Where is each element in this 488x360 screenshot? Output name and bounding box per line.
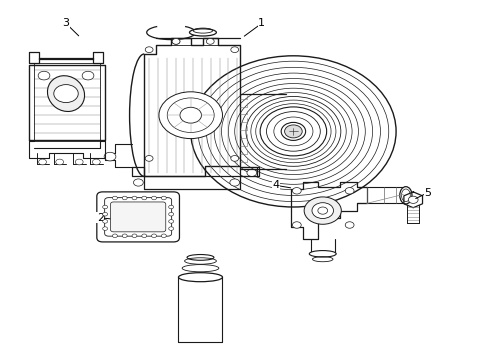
Circle shape	[56, 159, 63, 165]
Circle shape	[75, 159, 83, 165]
Text: 4: 4	[272, 180, 279, 190]
Circle shape	[345, 188, 353, 194]
Circle shape	[145, 47, 153, 53]
Circle shape	[112, 196, 117, 200]
Circle shape	[151, 196, 156, 200]
Circle shape	[198, 61, 388, 202]
Circle shape	[168, 220, 173, 223]
Circle shape	[281, 122, 305, 140]
Circle shape	[161, 234, 166, 238]
Circle shape	[142, 234, 146, 238]
Circle shape	[206, 67, 380, 195]
Circle shape	[102, 212, 107, 216]
Circle shape	[104, 152, 116, 161]
Circle shape	[407, 196, 417, 203]
Circle shape	[172, 39, 180, 44]
Circle shape	[122, 234, 127, 238]
Circle shape	[82, 71, 94, 80]
Text: 1: 1	[258, 18, 264, 28]
Circle shape	[273, 117, 312, 146]
Circle shape	[266, 112, 320, 151]
Circle shape	[167, 98, 214, 132]
Circle shape	[311, 203, 333, 219]
Circle shape	[240, 93, 346, 170]
Circle shape	[317, 207, 327, 214]
Text: 5: 5	[424, 188, 430, 198]
Circle shape	[284, 125, 302, 138]
FancyBboxPatch shape	[110, 202, 165, 232]
Circle shape	[54, 85, 78, 103]
Circle shape	[168, 205, 173, 209]
Circle shape	[102, 220, 107, 223]
Circle shape	[102, 227, 107, 230]
Circle shape	[228, 84, 358, 179]
Circle shape	[234, 88, 351, 175]
FancyBboxPatch shape	[104, 198, 171, 236]
Circle shape	[230, 47, 238, 53]
Circle shape	[292, 188, 301, 194]
Ellipse shape	[399, 186, 411, 204]
Circle shape	[132, 234, 137, 238]
Circle shape	[122, 196, 127, 200]
Circle shape	[168, 227, 173, 230]
Ellipse shape	[189, 29, 216, 36]
Circle shape	[190, 56, 395, 207]
Circle shape	[132, 196, 137, 200]
Circle shape	[172, 39, 180, 44]
Circle shape	[145, 156, 153, 161]
Circle shape	[221, 78, 365, 184]
Circle shape	[159, 92, 222, 139]
Circle shape	[229, 179, 239, 186]
Circle shape	[255, 104, 330, 159]
Circle shape	[292, 222, 301, 228]
Ellipse shape	[308, 251, 335, 257]
Circle shape	[102, 205, 107, 209]
Circle shape	[230, 156, 238, 161]
Circle shape	[246, 169, 256, 176]
Circle shape	[345, 222, 353, 228]
Ellipse shape	[47, 76, 84, 112]
Circle shape	[206, 39, 214, 44]
Circle shape	[168, 212, 173, 216]
Circle shape	[38, 71, 50, 80]
Circle shape	[133, 179, 143, 186]
Ellipse shape	[178, 273, 222, 282]
Circle shape	[304, 197, 341, 224]
Circle shape	[161, 196, 166, 200]
Circle shape	[112, 234, 117, 238]
Circle shape	[39, 159, 46, 165]
Text: 3: 3	[62, 18, 69, 28]
Circle shape	[142, 196, 146, 200]
Circle shape	[180, 107, 201, 123]
Circle shape	[151, 234, 156, 238]
Circle shape	[245, 96, 340, 166]
FancyBboxPatch shape	[97, 192, 179, 242]
Circle shape	[214, 73, 372, 190]
Circle shape	[92, 159, 100, 165]
Text: 2: 2	[97, 213, 103, 223]
Circle shape	[260, 107, 326, 156]
Circle shape	[250, 100, 335, 163]
